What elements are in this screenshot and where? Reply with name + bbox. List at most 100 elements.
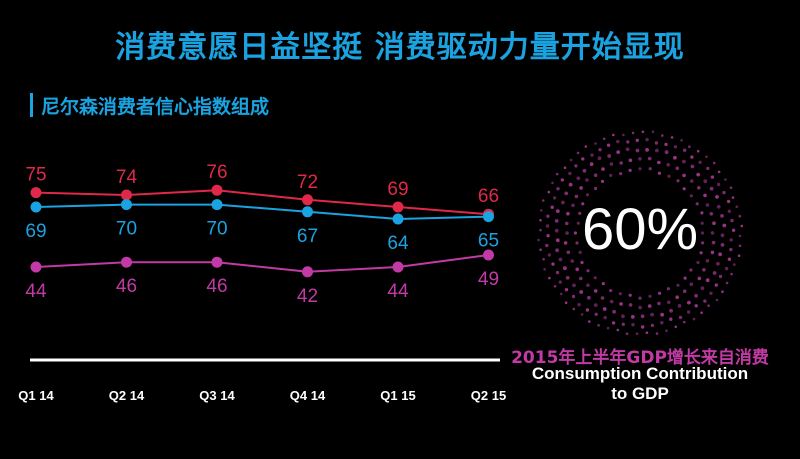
ring-dot xyxy=(628,303,633,307)
ring-dot xyxy=(537,238,540,242)
ring-dot xyxy=(580,313,584,316)
ring-dot xyxy=(619,302,623,306)
ring-dot xyxy=(588,320,591,323)
ring-dot xyxy=(621,314,625,319)
ring-dot xyxy=(602,137,606,141)
ring-dot xyxy=(722,190,726,195)
data-point xyxy=(121,256,132,268)
ring-dot xyxy=(622,133,625,137)
ring-dot xyxy=(582,168,587,173)
data-label: 76 xyxy=(206,162,227,183)
ring-dot xyxy=(666,163,670,167)
ring-dot xyxy=(585,178,589,182)
ring-dot xyxy=(651,130,655,134)
ring-dot xyxy=(657,301,661,306)
ring-dot xyxy=(580,260,584,265)
ring-dot xyxy=(638,296,642,300)
ring-dot xyxy=(638,157,642,161)
ring-dot xyxy=(542,257,545,261)
data-label: 69 xyxy=(25,221,46,242)
ring-dot xyxy=(631,131,635,135)
ring-dot xyxy=(585,308,590,312)
ring-dot xyxy=(579,290,584,294)
ring-dot xyxy=(650,312,654,317)
data-label: 44 xyxy=(25,281,47,302)
ring-dot xyxy=(593,276,597,280)
ring-dot xyxy=(709,291,713,295)
ring-dot xyxy=(539,248,542,252)
data-label: 70 xyxy=(206,219,227,240)
ring-dot xyxy=(661,134,664,137)
ring-dot xyxy=(579,186,583,190)
ring-dot xyxy=(697,186,701,190)
ring-dot xyxy=(729,238,733,242)
ring-dot xyxy=(616,150,621,155)
ring-dot xyxy=(718,252,722,257)
ring-dot xyxy=(555,270,560,275)
ring-dot xyxy=(705,259,710,263)
ring-dot xyxy=(638,305,642,310)
ring-dot xyxy=(722,223,727,228)
ring-dot xyxy=(724,266,729,271)
ring-dot xyxy=(551,181,554,185)
ring-dot xyxy=(625,332,629,336)
data-label: 72 xyxy=(297,172,318,193)
ring-dot xyxy=(547,190,551,194)
ring-dot xyxy=(546,214,550,218)
ring-dot xyxy=(576,176,581,181)
x-tick-label: Q4 14 xyxy=(290,388,326,403)
data-point xyxy=(211,184,223,196)
ring-dot xyxy=(718,274,723,279)
ring-dot xyxy=(692,317,696,321)
ring-dot xyxy=(702,268,706,272)
data-label: 69 xyxy=(387,179,408,200)
ring-dot xyxy=(690,164,695,169)
ring-dot xyxy=(539,219,542,222)
x-tick-label: Q2 15 xyxy=(471,388,506,403)
ring-dot xyxy=(709,212,714,216)
ring-dot xyxy=(731,196,735,199)
ring-dot xyxy=(700,211,704,215)
ring-dot xyxy=(667,300,671,305)
x-tick-label: Q3 14 xyxy=(199,388,235,403)
ring-dot xyxy=(547,253,552,257)
ring-dot xyxy=(660,321,664,325)
ring-dot xyxy=(619,161,623,165)
ring-dot xyxy=(553,285,557,288)
data-point xyxy=(211,199,223,211)
ring-dot xyxy=(737,254,741,257)
stat-caption-en-line2: to GDP xyxy=(611,384,669,403)
ring-dot xyxy=(694,293,698,298)
ring-dot xyxy=(703,193,707,198)
ring-dot xyxy=(645,148,649,152)
ring-dot xyxy=(569,158,573,162)
series-line xyxy=(35,189,489,216)
ring-dot xyxy=(619,172,623,176)
ring-dot xyxy=(716,261,720,266)
data-label: 65 xyxy=(478,231,499,252)
ring-dot xyxy=(701,241,705,245)
ring-dot xyxy=(628,293,632,297)
ring-dot xyxy=(664,142,668,147)
data-point xyxy=(302,194,313,206)
ring-dot xyxy=(597,324,600,327)
ring-dot xyxy=(609,289,613,293)
ring-dot xyxy=(729,247,733,252)
ring-dot xyxy=(675,295,679,300)
ring-dot xyxy=(638,167,642,171)
ring-dot xyxy=(578,250,582,254)
ring-dot xyxy=(575,241,579,245)
ring-dot xyxy=(682,289,687,294)
ring-dot xyxy=(551,262,555,266)
data-point xyxy=(392,201,404,213)
data-label: 64 xyxy=(387,233,409,254)
ring-dot xyxy=(554,219,559,223)
ring-dot xyxy=(690,179,694,183)
ring-dot xyxy=(581,157,585,161)
x-tick-label: Q1 14 xyxy=(18,388,54,403)
ring-dot xyxy=(625,147,630,152)
ring-dot xyxy=(738,234,742,238)
ring-dot xyxy=(640,314,645,319)
ring-dot xyxy=(574,194,579,199)
ring-dot xyxy=(709,186,714,191)
